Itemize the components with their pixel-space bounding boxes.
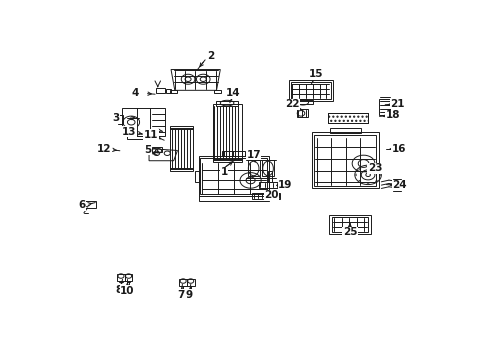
Bar	[156, 88, 165, 93]
Bar	[170, 126, 193, 129]
Bar	[213, 90, 221, 93]
Bar	[124, 274, 132, 281]
Bar	[127, 135, 148, 139]
Bar	[259, 183, 283, 188]
Bar	[392, 179, 400, 191]
Bar	[147, 131, 155, 134]
Text: 7: 7	[177, 290, 184, 300]
Text: 18: 18	[385, 110, 399, 120]
Bar	[222, 150, 244, 156]
Text: 1: 1	[220, 167, 227, 177]
Bar	[212, 159, 241, 162]
Text: 4: 4	[131, 88, 139, 98]
Bar	[194, 171, 199, 182]
Bar	[117, 274, 124, 281]
Bar	[311, 132, 378, 188]
Text: 25: 25	[342, 227, 356, 237]
Text: 24: 24	[391, 180, 406, 190]
Bar	[247, 160, 259, 176]
Text: 13: 13	[122, 127, 136, 137]
Bar	[251, 193, 280, 199]
Text: 20: 20	[264, 190, 278, 200]
Text: 11: 11	[143, 130, 158, 140]
Text: 2: 2	[207, 51, 214, 61]
Text: 10: 10	[120, 286, 134, 296]
Text: 21: 21	[389, 99, 404, 109]
Bar	[170, 168, 193, 171]
Bar	[212, 104, 241, 159]
Text: 23: 23	[367, 163, 382, 174]
Bar	[327, 113, 367, 123]
Bar	[118, 115, 122, 123]
Text: 19: 19	[278, 180, 292, 190]
Text: 8: 8	[115, 285, 122, 295]
Bar	[329, 128, 360, 133]
Text: 17: 17	[246, 150, 261, 159]
Bar	[179, 279, 186, 286]
Text: 22: 22	[285, 99, 299, 109]
Text: 9: 9	[185, 290, 192, 300]
Bar	[327, 113, 367, 123]
Bar	[288, 100, 312, 104]
Bar	[169, 90, 177, 93]
Text: 12: 12	[97, 144, 111, 154]
Text: 14: 14	[226, 88, 241, 98]
Bar	[152, 147, 161, 152]
Bar	[290, 82, 330, 99]
Bar	[198, 196, 268, 201]
Bar	[262, 160, 274, 176]
Bar	[200, 158, 266, 194]
Text: 3: 3	[112, 113, 120, 123]
Bar	[297, 109, 307, 117]
Text: 16: 16	[391, 144, 406, 154]
Bar	[331, 217, 367, 232]
Bar	[288, 80, 332, 101]
Bar	[198, 156, 268, 196]
Bar	[215, 100, 238, 105]
Bar	[267, 171, 272, 182]
Bar	[166, 89, 171, 93]
Bar	[85, 201, 96, 208]
Text: 5: 5	[144, 145, 152, 155]
Bar	[328, 215, 370, 234]
Bar	[186, 279, 194, 286]
Text: 15: 15	[308, 69, 323, 79]
Bar	[314, 135, 375, 186]
Bar	[122, 108, 165, 136]
Bar	[170, 128, 193, 169]
Bar	[378, 99, 389, 115]
Text: 6: 6	[78, 201, 85, 210]
